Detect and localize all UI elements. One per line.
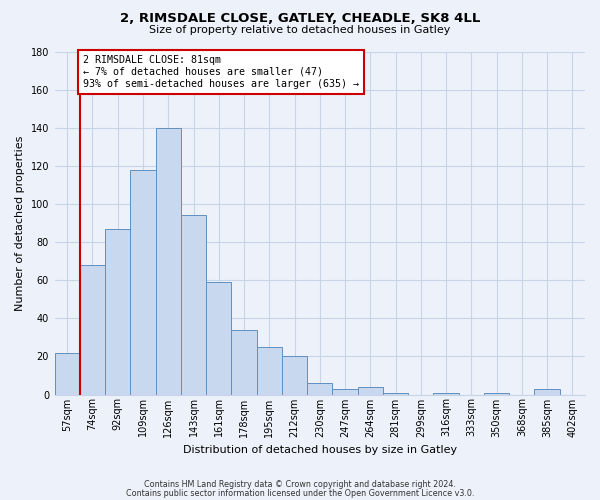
- Bar: [433, 392, 459, 394]
- Bar: [105, 228, 130, 394]
- Bar: [206, 282, 232, 395]
- Bar: [80, 265, 105, 394]
- Text: Contains HM Land Registry data © Crown copyright and database right 2024.: Contains HM Land Registry data © Crown c…: [144, 480, 456, 489]
- Bar: [232, 330, 257, 394]
- Bar: [535, 389, 560, 394]
- Bar: [282, 356, 307, 395]
- Bar: [257, 347, 282, 395]
- Text: Contains public sector information licensed under the Open Government Licence v3: Contains public sector information licen…: [126, 488, 474, 498]
- Bar: [181, 216, 206, 394]
- Y-axis label: Number of detached properties: Number of detached properties: [15, 136, 25, 310]
- Bar: [484, 392, 509, 394]
- Bar: [383, 392, 408, 394]
- Bar: [358, 387, 383, 394]
- Bar: [130, 170, 155, 394]
- Bar: [55, 352, 80, 395]
- Text: Size of property relative to detached houses in Gatley: Size of property relative to detached ho…: [149, 25, 451, 35]
- Bar: [307, 383, 332, 394]
- Bar: [332, 389, 358, 394]
- Text: 2 RIMSDALE CLOSE: 81sqm
← 7% of detached houses are smaller (47)
93% of semi-det: 2 RIMSDALE CLOSE: 81sqm ← 7% of detached…: [83, 56, 359, 88]
- Text: 2, RIMSDALE CLOSE, GATLEY, CHEADLE, SK8 4LL: 2, RIMSDALE CLOSE, GATLEY, CHEADLE, SK8 …: [120, 12, 480, 26]
- X-axis label: Distribution of detached houses by size in Gatley: Distribution of detached houses by size …: [183, 445, 457, 455]
- Bar: [155, 128, 181, 394]
